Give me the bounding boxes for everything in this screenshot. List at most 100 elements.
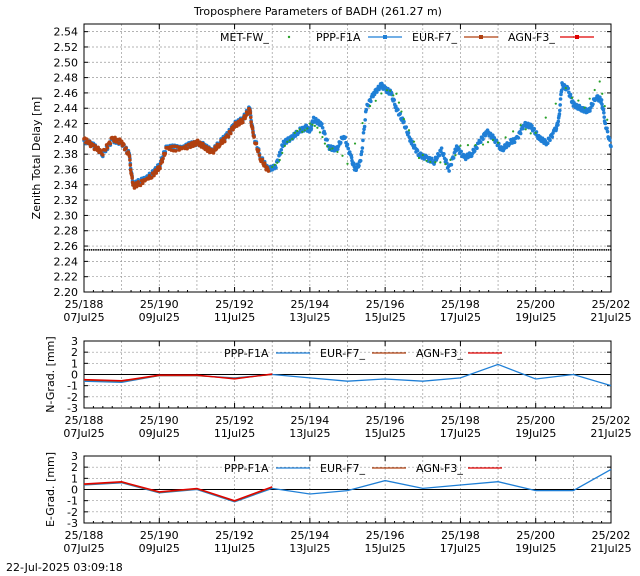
reference-dot (396, 248, 399, 251)
reference-dot (504, 248, 507, 251)
reference-dot (242, 248, 245, 251)
reference-dot (376, 248, 379, 251)
legend-marker (575, 35, 579, 39)
reference-dot (229, 248, 232, 251)
reference-dot (416, 248, 419, 251)
reference-dot (453, 248, 456, 251)
data-point (320, 122, 324, 126)
data-point (491, 133, 495, 137)
data-point (602, 111, 606, 115)
reference-dot (528, 248, 531, 251)
reference-dot (493, 248, 496, 251)
data-point (504, 136, 507, 139)
series-line (83, 481, 273, 502)
reference-dot (180, 248, 183, 251)
reference-dot (350, 248, 353, 251)
reference-dot (502, 248, 504, 251)
data-point (577, 99, 580, 102)
y-axis-label: E-Grad. [mm] (44, 452, 57, 527)
data-point (136, 180, 141, 184)
data-point (454, 154, 457, 157)
legend: MET-FW_ PPP-F1A EUR-F7_ AGN-F3_ (220, 31, 594, 44)
data-point (600, 102, 604, 107)
reference-dot (387, 248, 390, 251)
reference-dot (475, 248, 478, 251)
reference-dot (418, 248, 421, 251)
reference-dot (517, 248, 520, 251)
reference-dot (106, 248, 108, 251)
data-point (564, 86, 567, 90)
data-point (588, 97, 591, 100)
data-point (362, 124, 367, 129)
legend-label: AGN-F3_ (416, 347, 463, 360)
data-point (108, 141, 113, 146)
y-tick-label: 3 (71, 450, 78, 463)
reference-dot (297, 248, 300, 251)
reference-dot (332, 248, 335, 251)
legend-label: EUR-F7_ (320, 347, 365, 360)
data-point (127, 154, 132, 159)
data-point (444, 163, 447, 166)
data-point (368, 104, 372, 108)
reference-dot (262, 248, 265, 251)
reference-dot (266, 248, 269, 251)
reference-dot (519, 248, 522, 251)
x-tick-label-doy: 25/198 (441, 298, 480, 311)
reference-dot (508, 248, 511, 251)
reference-dot (374, 248, 377, 251)
data-point (410, 139, 415, 144)
x-tick-label-date: 07Jul25 (63, 427, 104, 440)
data-point (534, 131, 537, 134)
reference-dot (596, 248, 599, 251)
reference-dot (317, 248, 320, 251)
reference-dot (590, 248, 592, 251)
data-point (363, 118, 367, 122)
reference-dot (326, 248, 328, 251)
reference-dot (84, 248, 86, 251)
reference-dot (288, 248, 291, 251)
reference-dot (607, 248, 610, 251)
reference-dot (414, 248, 416, 251)
reference-dot (385, 248, 388, 251)
reference-dot (352, 248, 355, 251)
x-tick-label-date: 21Jul25 (590, 427, 631, 440)
data-point (404, 125, 409, 129)
legend-label: MET-FW_ (220, 31, 269, 44)
reference-dot (114, 248, 117, 251)
data-point (85, 137, 89, 142)
y-tick-label: 2.30 (54, 209, 79, 222)
reference-dot (90, 248, 93, 251)
data-point (434, 161, 437, 164)
data-point (313, 124, 316, 127)
x-tick-label-doy: 25/190 (140, 529, 179, 542)
reference-dot (592, 248, 595, 251)
reference-dot (231, 248, 234, 251)
data-point (160, 160, 165, 164)
data-point (397, 101, 401, 104)
reference-dot (451, 248, 454, 251)
x-tick-label-doy: 25/192 (215, 529, 254, 542)
data-point (328, 148, 332, 151)
reference-dot (233, 248, 236, 251)
data-point (412, 140, 416, 143)
data-point (529, 132, 532, 135)
reference-dot (213, 248, 216, 251)
legend-label: PPP-F1A (224, 347, 269, 360)
x-tick-label-doy: 25/188 (65, 298, 104, 311)
reference-dot (154, 248, 157, 251)
reference-dot (279, 248, 282, 251)
data-point (524, 128, 527, 131)
x-tick-label-doy: 25/198 (441, 529, 480, 542)
x-tick-label-doy: 25/200 (516, 529, 555, 542)
reference-dot (574, 248, 577, 251)
y-tick-label: 2.40 (54, 133, 79, 146)
data-point (256, 148, 261, 153)
x-tick-label-doy: 25/202 (592, 414, 631, 427)
data-point (519, 124, 522, 127)
reference-dot (343, 248, 346, 251)
data-point (361, 130, 366, 135)
data-point (105, 145, 110, 150)
reference-dot (152, 248, 155, 251)
data-point (598, 80, 601, 83)
reference-dot (466, 248, 469, 251)
